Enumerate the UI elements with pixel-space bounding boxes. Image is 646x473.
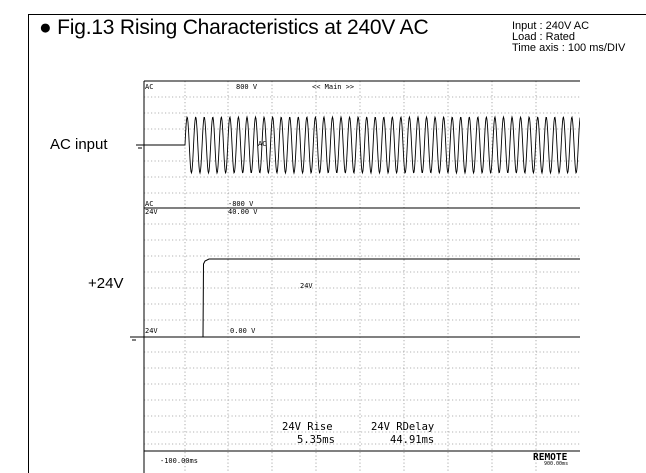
ac-input-waveform (144, 115, 580, 175)
condition-time-axis: Time axis : 100 ms/DIV (512, 42, 626, 54)
condition-input: Input : 240V AC (512, 20, 590, 32)
ac-channel-label-bottom: AC (145, 200, 153, 208)
scope-screen (144, 81, 580, 473)
dc-channel-label-bottom: 24V (145, 327, 158, 335)
figure-title: ● Fig.13 Rising Characteristics at 240V … (39, 16, 429, 39)
plus-24v-label: +24V (88, 275, 124, 292)
ac-input-label: AC input (50, 136, 108, 153)
dc-trace-label: 24V (300, 282, 313, 290)
time-axis-start: -100.00ms (160, 457, 198, 465)
test-conditions: Input : 240V AC Load : Rated Time axis :… (512, 21, 625, 54)
measurement-rise-value: 5.35ms (297, 434, 335, 446)
ac-channel-label-top: AC (145, 83, 153, 91)
plus-24v-waveform (144, 258, 580, 338)
condition-load: Load : Rated (512, 31, 575, 43)
dc-scale-top: 40.00 V (228, 208, 258, 216)
scope-grid (143, 80, 580, 473)
measurement-rdelay-value: 44.91ms (390, 434, 434, 446)
dc-channel-label-top: 24V (145, 208, 158, 216)
time-axis-end: 900.00ms (544, 461, 568, 467)
measurement-rise-name: 24V Rise (282, 421, 333, 433)
frame-top-line (28, 14, 646, 15)
ac-scale-top: 800 V (236, 83, 258, 91)
ac-scale-bottom: -800 V (228, 200, 254, 208)
dc-scale-bottom: 0.00 V (230, 327, 256, 335)
ac-trace-label: AC (258, 140, 266, 148)
measurement-rdelay-name: 24V RDelay (371, 421, 434, 433)
remote-status: REMOTE (533, 452, 568, 463)
frame-left-line (28, 14, 29, 473)
scope-header: << Main >> (312, 83, 354, 91)
